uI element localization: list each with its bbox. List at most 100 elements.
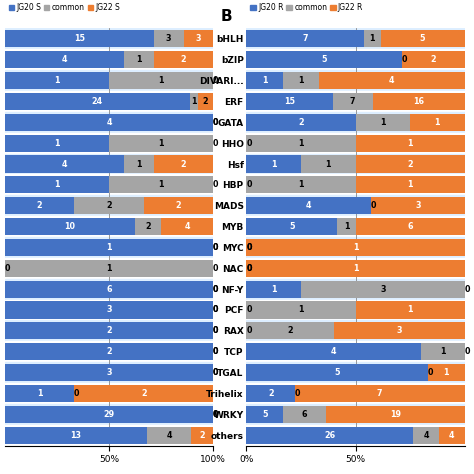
Bar <box>5 300 213 320</box>
Bar <box>373 93 465 110</box>
Bar <box>124 51 154 68</box>
Text: 5: 5 <box>289 222 295 231</box>
Text: 5: 5 <box>420 35 425 43</box>
Bar <box>356 218 465 235</box>
Bar <box>246 258 465 279</box>
Bar <box>5 49 213 70</box>
Legend: JG20 S, common, JG22 S: JG20 S, common, JG22 S <box>9 3 120 12</box>
Text: 2: 2 <box>200 431 205 439</box>
Bar <box>5 133 213 154</box>
Text: 0: 0 <box>371 201 376 210</box>
Bar <box>5 281 213 298</box>
Text: 5: 5 <box>262 410 267 419</box>
Text: 0: 0 <box>246 264 252 273</box>
Text: 26: 26 <box>324 431 336 439</box>
Bar <box>5 216 213 237</box>
Bar <box>246 300 465 320</box>
Text: 3: 3 <box>106 306 112 314</box>
Text: 1: 1 <box>353 264 358 273</box>
Bar <box>246 301 356 319</box>
Bar <box>5 322 213 339</box>
Text: 0: 0 <box>213 181 219 189</box>
Bar <box>5 112 213 133</box>
Bar <box>5 320 213 341</box>
Bar <box>246 281 301 298</box>
Text: 1: 1 <box>407 181 413 189</box>
Bar <box>246 195 465 216</box>
Bar <box>301 281 465 298</box>
Bar <box>371 197 465 214</box>
Bar <box>381 30 465 47</box>
Bar <box>283 406 327 423</box>
Text: 0: 0 <box>213 347 219 356</box>
Bar <box>5 383 213 404</box>
Text: 0: 0 <box>295 389 301 398</box>
Bar <box>5 218 135 235</box>
Text: 0: 0 <box>213 368 219 377</box>
Text: 1: 1 <box>271 285 276 293</box>
Text: 4: 4 <box>167 431 172 439</box>
Bar <box>5 135 109 152</box>
Text: 6: 6 <box>106 285 112 293</box>
Bar <box>246 385 295 402</box>
Bar <box>246 322 334 339</box>
Text: 2: 2 <box>176 201 182 210</box>
Text: 15: 15 <box>284 97 295 106</box>
Bar <box>333 93 373 110</box>
Bar <box>154 51 213 68</box>
Text: 4: 4 <box>306 201 311 210</box>
Text: 2: 2 <box>407 160 413 168</box>
Bar <box>246 174 465 195</box>
Text: 1: 1 <box>380 118 385 127</box>
Bar <box>5 237 213 258</box>
Bar <box>5 174 213 195</box>
Bar <box>5 176 109 193</box>
Bar <box>190 93 198 110</box>
Bar <box>246 239 465 256</box>
Bar <box>246 93 333 110</box>
Text: 7: 7 <box>302 35 308 43</box>
Text: 0: 0 <box>213 264 219 273</box>
Bar <box>246 237 465 258</box>
Bar <box>5 72 109 89</box>
Text: 2: 2 <box>106 347 112 356</box>
Bar <box>246 320 465 341</box>
Bar <box>356 301 465 319</box>
Text: 1: 1 <box>37 389 42 398</box>
Text: 1: 1 <box>271 160 276 168</box>
Text: 0: 0 <box>213 118 219 127</box>
Text: 1: 1 <box>106 264 112 273</box>
Text: 1: 1 <box>407 306 413 314</box>
Bar <box>246 91 465 112</box>
Bar <box>5 362 213 383</box>
Bar <box>5 239 213 256</box>
Text: 0: 0 <box>246 327 252 335</box>
Text: 0: 0 <box>213 139 219 147</box>
Text: 4: 4 <box>423 431 429 439</box>
Text: 0: 0 <box>213 327 219 335</box>
Text: 6: 6 <box>302 410 307 419</box>
Text: 2: 2 <box>106 201 112 210</box>
Text: 0: 0 <box>213 243 219 252</box>
Bar <box>301 155 356 173</box>
Text: 7: 7 <box>377 389 383 398</box>
Bar <box>246 154 465 174</box>
Bar <box>135 218 161 235</box>
Bar <box>144 197 213 214</box>
Text: 0: 0 <box>213 285 219 293</box>
Bar <box>5 30 154 47</box>
Text: 4: 4 <box>184 222 190 231</box>
Text: 0: 0 <box>246 306 252 314</box>
Bar <box>246 425 465 446</box>
Bar <box>5 51 124 68</box>
Text: 0: 0 <box>246 181 252 189</box>
Bar <box>5 385 74 402</box>
Text: 2: 2 <box>106 327 112 335</box>
Bar <box>198 93 213 110</box>
Text: 1: 1 <box>158 181 164 189</box>
Bar <box>246 383 465 404</box>
Text: 1: 1 <box>54 181 60 189</box>
Bar <box>74 197 144 214</box>
Text: 5: 5 <box>321 55 327 64</box>
Text: 0: 0 <box>74 389 80 398</box>
